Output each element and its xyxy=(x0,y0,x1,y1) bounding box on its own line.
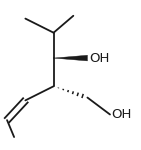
Text: OH: OH xyxy=(89,52,109,65)
Polygon shape xyxy=(54,55,87,61)
Text: OH: OH xyxy=(111,108,132,121)
